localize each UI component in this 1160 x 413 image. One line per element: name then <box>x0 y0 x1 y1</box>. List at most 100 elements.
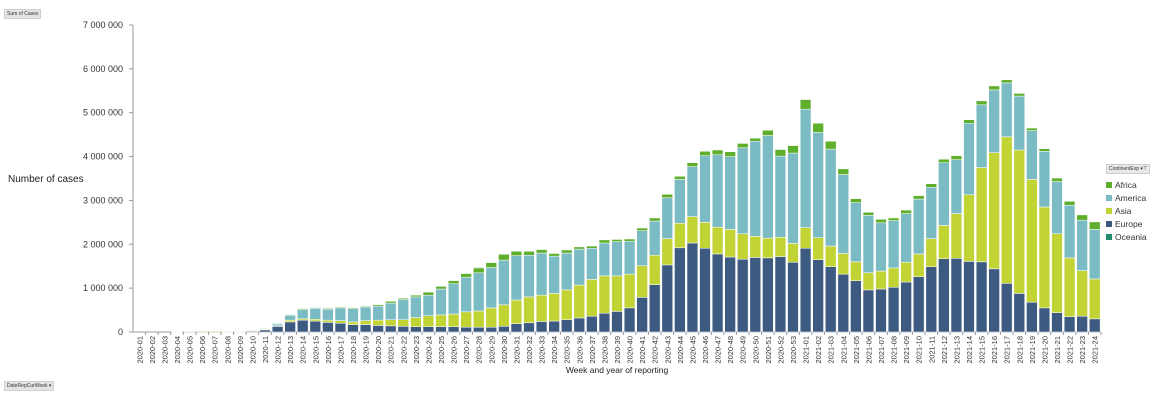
bar-segment-oceania <box>510 250 523 252</box>
bar-segment-africa <box>1001 79 1013 84</box>
bar-segment-america <box>284 314 296 321</box>
bar-segment-europe <box>649 284 661 333</box>
bar-segment-europe <box>473 326 485 333</box>
bar-segment-africa <box>724 151 736 157</box>
bar-segment-asia <box>1026 179 1038 303</box>
bar-segment-asia <box>774 237 787 257</box>
bar-segment-europe <box>1051 312 1063 333</box>
x-tick-label: 2021-12 <box>940 336 949 364</box>
bar-segment-europe <box>397 326 409 333</box>
values-field-button[interactable]: Sum of Cases <box>4 9 42 19</box>
bar-segment-europe <box>1089 318 1101 333</box>
bar-segment-africa <box>1076 214 1088 221</box>
x-tick-label: 2020-12 <box>274 336 283 364</box>
bar-segment-america <box>510 255 523 301</box>
bar-segment-europe <box>825 266 837 333</box>
bar-segment-africa <box>473 267 485 274</box>
bar-segment-america <box>825 148 837 247</box>
bar-segment-asia <box>825 245 837 267</box>
bar-segment-africa <box>636 227 648 231</box>
bar-segment-europe <box>913 276 925 333</box>
x-tick-label: 2020-01 <box>135 336 144 364</box>
bar-segment-africa <box>1063 201 1076 206</box>
bar-segment-asia <box>988 152 1000 270</box>
bar-segment-europe <box>749 257 761 333</box>
bar-segment-africa <box>737 143 749 149</box>
bar-segment-america <box>435 288 447 316</box>
bar-segment-america <box>334 307 347 321</box>
x-tick-label: 2021-04 <box>839 336 848 364</box>
bar-segment-europe <box>284 321 296 333</box>
bar-segment-asia <box>561 289 573 320</box>
bar-segment-asia <box>611 275 623 312</box>
bar-segment-africa <box>410 294 422 298</box>
bar-segment-asia <box>385 319 397 327</box>
legend-label: America <box>1115 192 1147 203</box>
bar-segment-africa <box>850 198 862 203</box>
bar-segment-europe <box>510 323 523 333</box>
bar-segment-america <box>1063 205 1076 259</box>
bar-segment-america <box>611 241 623 277</box>
bar-segment-america <box>485 267 497 309</box>
bar-segment-america <box>422 294 435 317</box>
x-tick-label: 2020-19 <box>362 336 371 364</box>
bar-segment-asia <box>799 227 812 249</box>
bar-segment-europe <box>498 326 510 333</box>
bar-segment-america <box>1001 82 1013 138</box>
x-tick-label: 2020-04 <box>173 336 182 364</box>
bar-segment-asia <box>397 319 409 327</box>
x-tick-label: 2021-14 <box>965 336 974 364</box>
bar-segment-america <box>322 308 334 321</box>
bar-segment-africa <box>774 149 787 157</box>
filter-dropdown-icon[interactable]: ▾⊤ <box>1140 166 1148 172</box>
legend-label: Africa <box>1115 179 1137 190</box>
bar-segment-asia <box>699 222 711 249</box>
x-tick-label: 2020-32 <box>525 336 534 364</box>
legend-field-button[interactable]: ContinentExp ▾⊤ <box>1106 164 1151 174</box>
legend-label: Europe <box>1115 218 1143 229</box>
x-tick-label: 2020-14 <box>299 336 308 364</box>
y-tick-label: 1 000 000 <box>83 283 123 293</box>
axis-field-button[interactable]: DateRepCurWeek ▾ <box>4 381 55 391</box>
x-tick-label: 2021-20 <box>1040 336 1049 364</box>
bar-segment-asia <box>523 296 535 324</box>
bar-segment-asia <box>447 313 460 327</box>
bar-segment-europe <box>686 242 699 333</box>
bar-segment-america <box>548 255 560 294</box>
bar-segment-africa <box>913 195 925 200</box>
bar-segment-africa <box>1038 148 1051 152</box>
bar-segment-africa <box>950 155 963 160</box>
bar-segment-africa <box>699 151 711 156</box>
bar-segment-asia <box>1051 233 1063 313</box>
y-tick-label: 6 000 000 <box>83 64 123 74</box>
bar-segment-asia <box>334 320 347 324</box>
y-tick-label: 2 000 000 <box>83 239 123 249</box>
x-tick-label: 2020-30 <box>500 336 509 364</box>
x-tick-label: 2021-19 <box>1028 336 1037 364</box>
bar-segment-africa <box>1013 93 1025 97</box>
bar-segment-america <box>787 152 799 244</box>
bar-segment-europe <box>1001 283 1013 333</box>
bar-segment-america <box>385 302 397 320</box>
bar-segment-africa <box>862 212 875 216</box>
legend-item-africa: Africa <box>1106 178 1150 191</box>
bar-segment-asia <box>372 319 384 326</box>
chevron-down-icon[interactable]: ▾ <box>48 383 52 389</box>
bar-segment-america <box>950 159 963 214</box>
bar-segment-europe <box>1013 293 1025 333</box>
bar-segment-oceania <box>460 272 472 274</box>
x-tick-label: 2020-41 <box>638 336 647 364</box>
bar-segment-america <box>1051 181 1063 235</box>
x-tick-label: 2021-24 <box>1091 336 1100 364</box>
bar-segment-asia <box>510 299 523 324</box>
bar-segment-america <box>925 187 937 239</box>
bar-segment-america <box>623 240 636 275</box>
bar-segment-europe <box>485 326 497 333</box>
bar-segment-africa <box>787 145 799 154</box>
x-tick-label: 2021-11 <box>927 336 936 363</box>
bar-segment-africa <box>535 249 548 254</box>
x-tick-label: 2020-40 <box>626 336 635 364</box>
bar-segment-america <box>774 155 787 238</box>
bar-segment-america <box>573 248 585 286</box>
